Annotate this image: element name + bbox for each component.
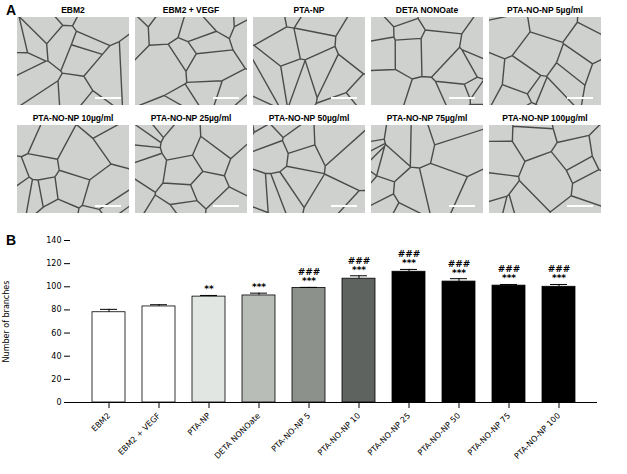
svg-text:PTA-NP: PTA-NP: [186, 411, 212, 437]
svg-text:80: 80: [51, 305, 61, 314]
svg-text:###: ###: [398, 249, 421, 259]
svg-text:40: 40: [51, 352, 61, 361]
svg-text:###: ###: [348, 256, 371, 266]
html-text:PTA-NO-NP 10µg/ml: PTA-NO-NP 10µg/ml: [32, 113, 114, 123]
svg-text:***: ***: [452, 268, 466, 278]
html-text:PTA-NO-NP 75µg/ml: PTA-NO-NP 75µg/ml: [386, 113, 468, 123]
svg-text:***: ***: [252, 282, 266, 292]
svg-text:PTA-NO-NP 100: PTA-NO-NP 100: [513, 411, 563, 461]
html-text:A: A: [6, 2, 17, 18]
svg-text:PTA-NO-NP 25: PTA-NO-NP 25: [366, 411, 412, 457]
svg-text:140: 140: [46, 236, 61, 245]
svg-text:0: 0: [56, 398, 61, 407]
html-text:PTA-NO-NP 5µg/ml: PTA-NO-NP 5µg/ml: [507, 5, 583, 15]
svg-text:***: ***: [552, 273, 566, 283]
svg-text:EBM2 + VEGF: EBM2 + VEGF: [117, 411, 163, 457]
svg-text:100: 100: [46, 282, 61, 291]
svg-text:PTA-NO-NP 75: PTA-NO-NP 75: [466, 411, 512, 457]
svg-text:###: ###: [298, 267, 321, 277]
html-text:PTA-NP: PTA-NP: [293, 5, 325, 15]
html-text:B: B: [6, 232, 17, 248]
svg-text:**: **: [204, 284, 214, 294]
svg-text:20: 20: [51, 375, 61, 384]
svg-text:60: 60: [51, 329, 61, 338]
svg-text:###: ###: [498, 264, 521, 274]
svg-text:DETA NONOate: DETA NONOate: [213, 411, 263, 461]
svg-text:Number of branches: Number of branches: [2, 281, 11, 363]
svg-text:PTA-NO-NP 50: PTA-NO-NP 50: [416, 411, 462, 457]
svg-text:120: 120: [46, 259, 61, 268]
html-text:EBM2 + VEGF: EBM2 + VEGF: [162, 5, 220, 15]
svg-text:EBM2: EBM2: [90, 411, 112, 433]
html-text:PTA-NO-NP 50µg/ml: PTA-NO-NP 50µg/ml: [268, 113, 350, 123]
html-text:PTA-NO-NP 100µg/ml: PTA-NO-NP 100µg/ml: [502, 113, 588, 123]
html-text:EBM2: EBM2: [61, 5, 85, 15]
svg-text:PTA-NO-NP 5: PTA-NO-NP 5: [270, 411, 313, 454]
html-text:PTA-NO-NP 25µg/ml: PTA-NO-NP 25µg/ml: [150, 113, 232, 123]
svg-text:###: ###: [548, 264, 571, 274]
svg-text:***: ***: [302, 276, 316, 286]
svg-text:***: ***: [502, 273, 516, 283]
svg-text:PTA-NO-NP 10: PTA-NO-NP 10: [316, 411, 362, 457]
html-text:DETA NONOate: DETA NONOate: [395, 5, 459, 15]
svg-text:###: ###: [448, 259, 471, 269]
svg-text:***: ***: [352, 265, 366, 275]
svg-text:***: ***: [402, 258, 416, 268]
